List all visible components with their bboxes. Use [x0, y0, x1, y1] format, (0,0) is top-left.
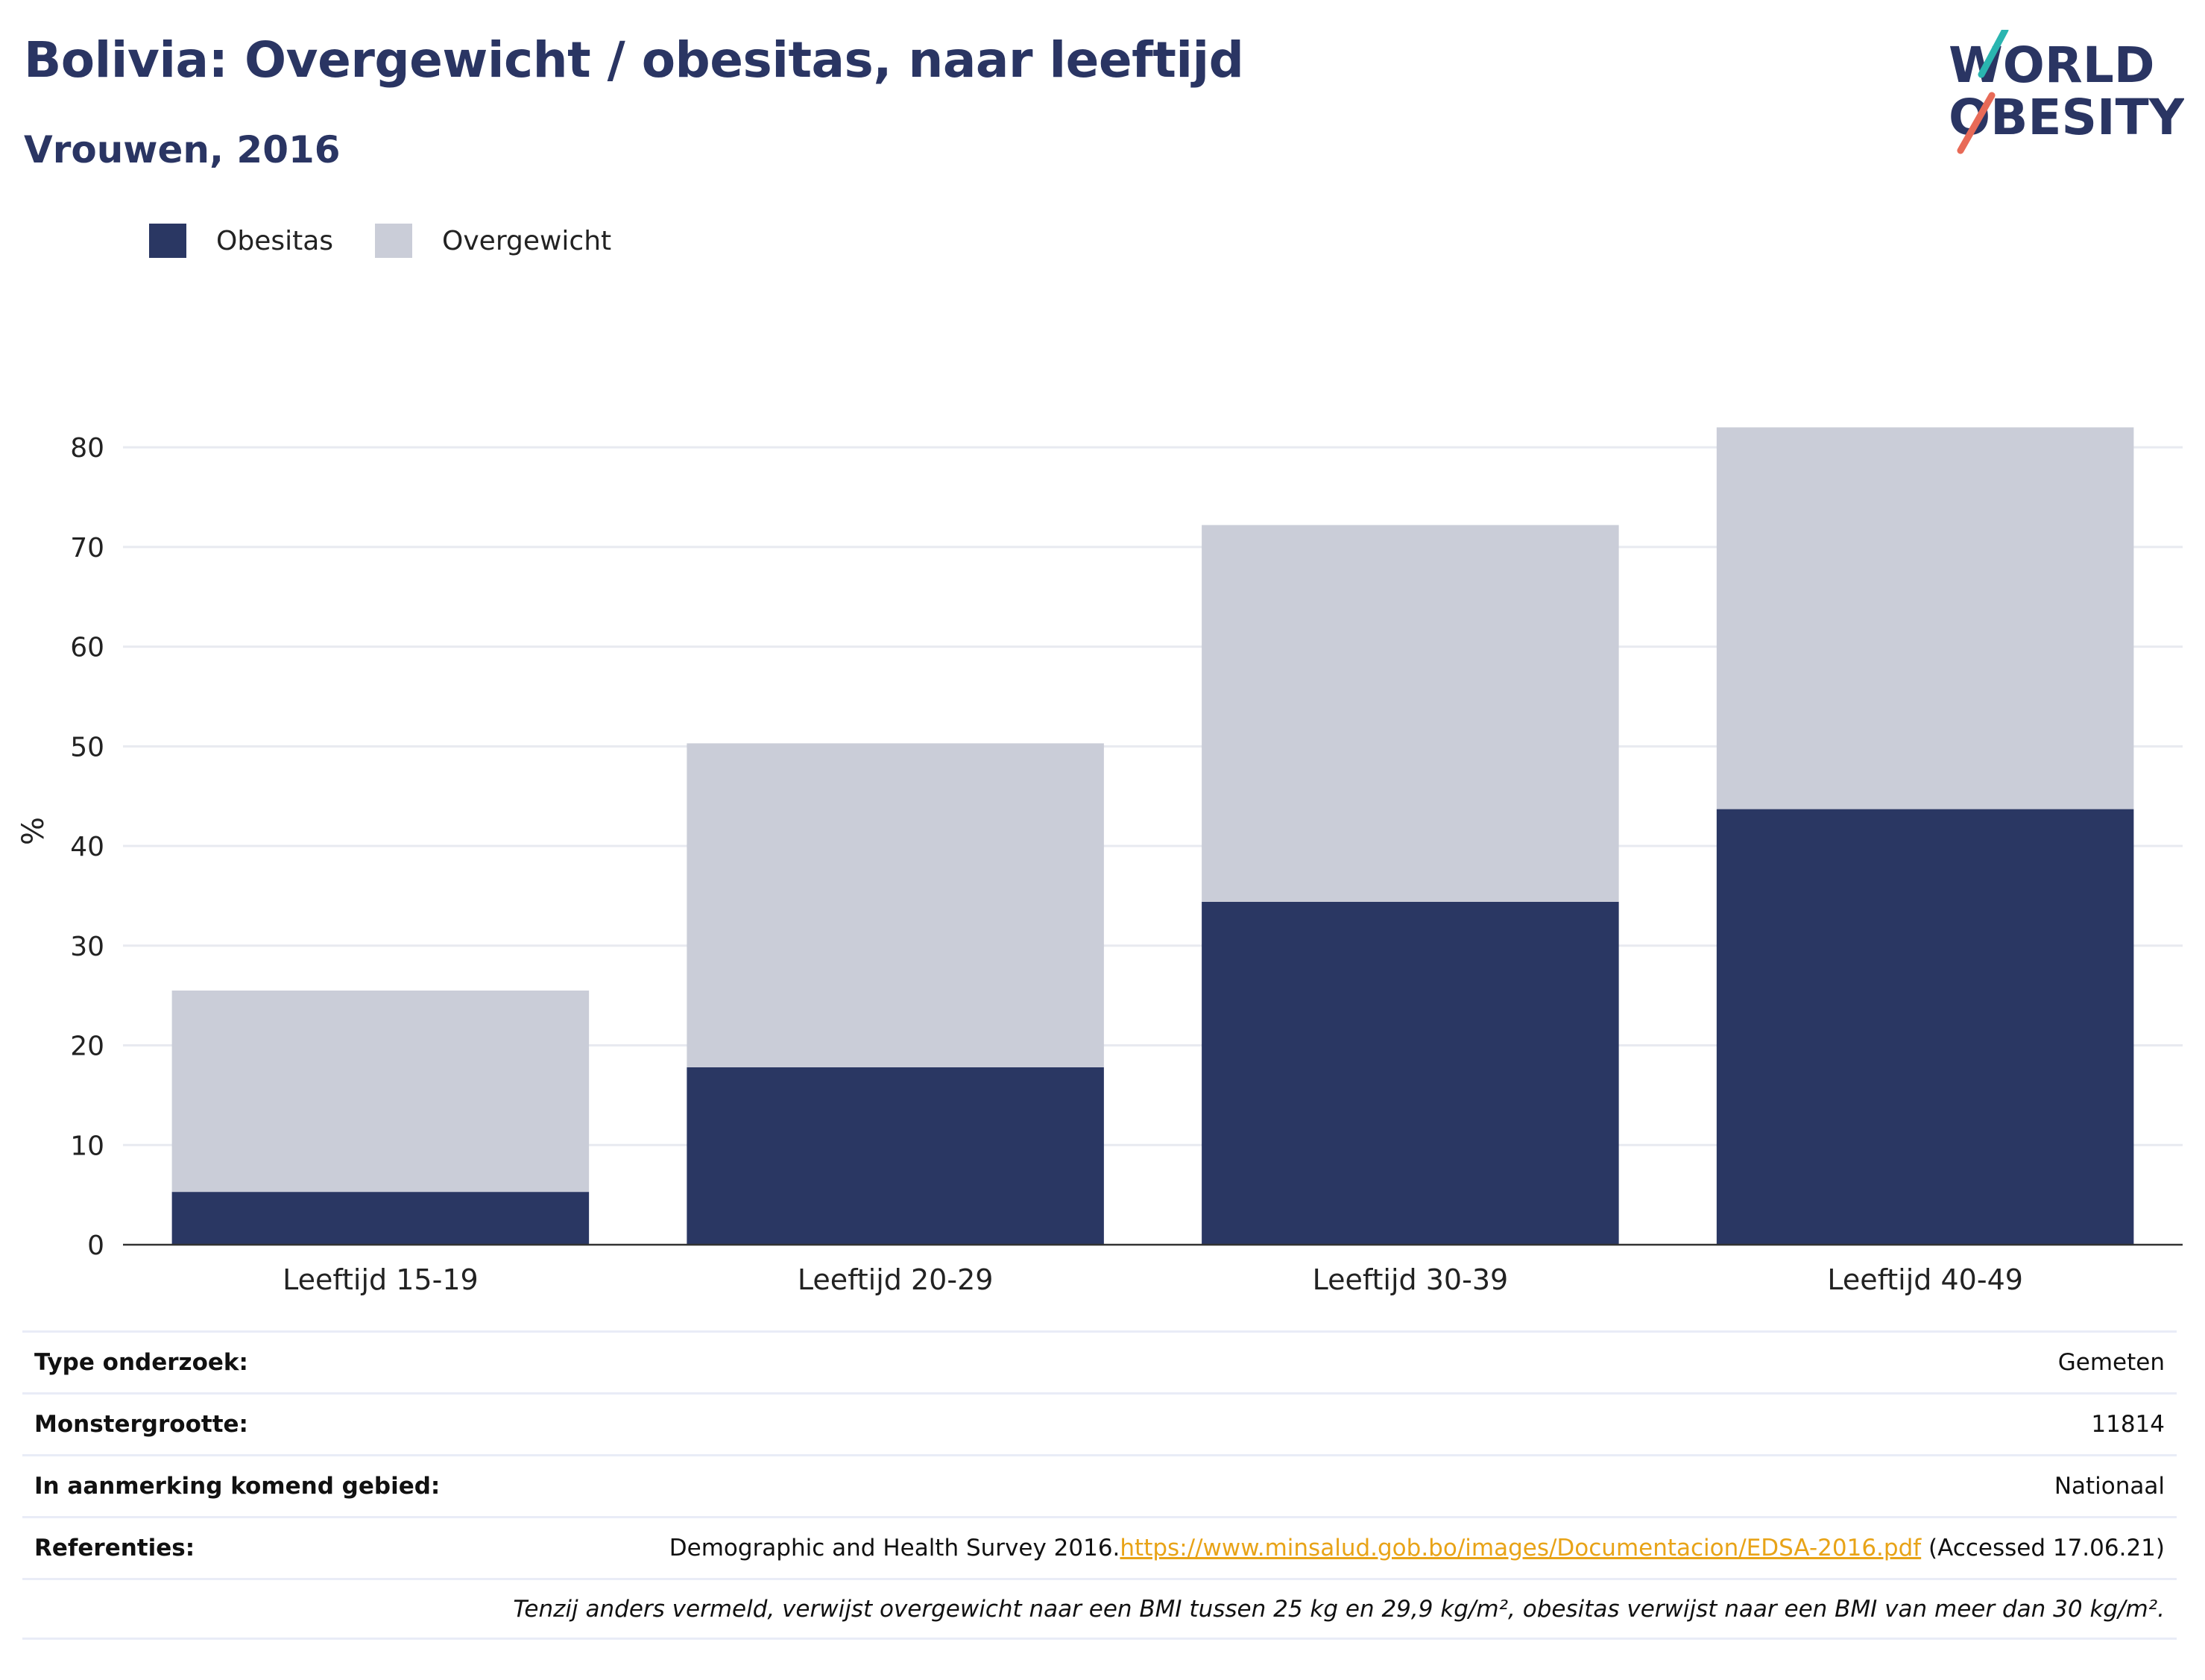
- info-table: Type onderzoek: Gemeten Monstergrootte: …: [22, 1330, 2177, 1640]
- info-key-type: Type onderzoek:: [34, 1349, 248, 1376]
- bar-overgewicht-1[interactable]: [171, 990, 590, 1193]
- legend-label-obesitas: Obesitas: [216, 225, 334, 256]
- definition-note: Tenzij anders vermeld, verwijst overgewi…: [513, 1595, 2165, 1623]
- y-tick-label: 10: [70, 1131, 104, 1161]
- x-category-label: Leeftijd 30-39: [1313, 1263, 1509, 1296]
- bar-overgewicht-2[interactable]: [687, 743, 1104, 1067]
- info-row-sample-size: Monstergrootte: 11814: [22, 1392, 2177, 1454]
- y-tick-label: 60: [70, 633, 104, 663]
- bars: [171, 427, 2134, 1245]
- chart-legend: Obesitas Overgewicht: [149, 224, 653, 258]
- info-value-sample-size: 11814: [2091, 1411, 2165, 1438]
- y-tick-label: 40: [70, 832, 104, 862]
- info-row-type: Type onderzoek: Gemeten: [22, 1330, 2177, 1392]
- info-row-note: Tenzij anders vermeld, verwijst overgewi…: [22, 1578, 2177, 1640]
- y-axis-ticks: 0 10 20 30 40 50 60 70 80: [70, 433, 104, 1261]
- y-tick-label: 30: [70, 932, 104, 962]
- x-axis-labels: Leeftijd 15-19 Leeftijd 20-29 Leeftijd 30-…: [283, 1263, 2023, 1296]
- reference-accessed: (Accessed 17.06.21): [1921, 1535, 2165, 1561]
- info-row-references: Referenties: Demographic and Health Surv…: [22, 1516, 2177, 1578]
- bar-overgewicht-4[interactable]: [1716, 427, 2134, 809]
- reference-text: Demographic and Health Survey 2016.: [669, 1535, 1120, 1561]
- bar-obesitas-4[interactable]: [1716, 809, 2134, 1245]
- y-axis-title: %: [16, 817, 51, 845]
- info-value-references: Demographic and Health Survey 2016.https…: [669, 1535, 2165, 1561]
- legend-label-overgewicht: Overgewicht: [442, 225, 612, 256]
- info-key-references: Referenties:: [34, 1535, 195, 1561]
- chart-title: Bolivia: Overgewicht / obesitas, naar le…: [24, 31, 1244, 89]
- x-category-label: Leeftijd 20-29: [798, 1263, 994, 1296]
- y-tick-label: 50: [70, 732, 104, 762]
- legend-item-obesitas[interactable]: Obesitas: [149, 224, 333, 258]
- world-obesity-logo: WORLD OBESITY: [1949, 30, 2184, 154]
- y-tick-label: 0: [87, 1231, 104, 1261]
- bar-overgewicht-3[interactable]: [1202, 525, 1619, 902]
- legend-swatch-obesitas: [149, 224, 186, 258]
- info-key-area: In aanmerking komend gebied:: [34, 1473, 441, 1500]
- x-category-label: Leeftijd 15-19: [283, 1263, 479, 1296]
- info-value-area: Nationaal: [2054, 1473, 2165, 1500]
- y-tick-label: 20: [70, 1032, 104, 1062]
- reference-link[interactable]: https://www.minsalud.gob.bo/images/Docum…: [1120, 1535, 1922, 1561]
- legend-item-overgewicht[interactable]: Overgewicht: [375, 224, 611, 258]
- info-key-sample-size: Monstergrootte:: [34, 1411, 248, 1438]
- info-value-type: Gemeten: [2057, 1349, 2165, 1376]
- info-row-area: In aanmerking komend gebied: Nationaal: [22, 1454, 2177, 1516]
- y-tick-label: 80: [70, 433, 104, 464]
- chart-subtitle: Vrouwen, 2016: [24, 128, 341, 171]
- bar-obesitas-3[interactable]: [1202, 901, 1619, 1245]
- y-tick-label: 70: [70, 533, 104, 563]
- legend-swatch-overgewicht: [375, 224, 413, 258]
- bar-obesitas-2[interactable]: [687, 1067, 1104, 1245]
- bar-obesitas-1[interactable]: [171, 1192, 590, 1245]
- x-category-label: Leeftijd 40-49: [1827, 1263, 2023, 1296]
